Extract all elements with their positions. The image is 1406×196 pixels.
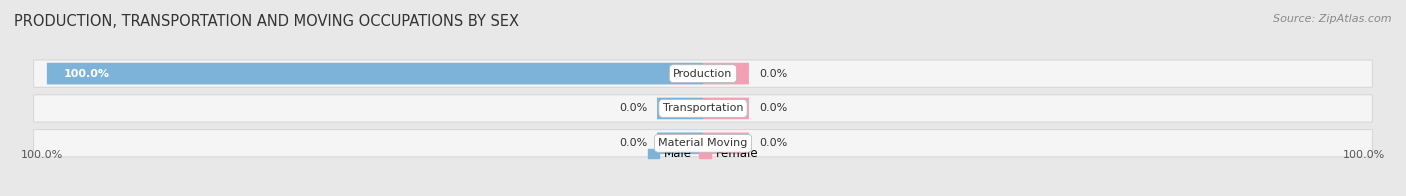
Text: 100.0%: 100.0% (63, 69, 110, 79)
Text: Transportation: Transportation (662, 103, 744, 113)
Text: 100.0%: 100.0% (21, 150, 63, 160)
FancyBboxPatch shape (657, 132, 703, 154)
Text: 0.0%: 0.0% (759, 103, 787, 113)
FancyBboxPatch shape (703, 98, 749, 119)
Text: Material Moving: Material Moving (658, 138, 748, 148)
FancyBboxPatch shape (657, 98, 703, 119)
Text: 0.0%: 0.0% (619, 103, 647, 113)
Text: Source: ZipAtlas.com: Source: ZipAtlas.com (1274, 14, 1392, 24)
FancyBboxPatch shape (34, 60, 1372, 87)
Text: 0.0%: 0.0% (759, 138, 787, 148)
FancyBboxPatch shape (703, 63, 749, 84)
FancyBboxPatch shape (34, 95, 1372, 122)
FancyBboxPatch shape (46, 63, 703, 84)
Text: Production: Production (673, 69, 733, 79)
Text: PRODUCTION, TRANSPORTATION AND MOVING OCCUPATIONS BY SEX: PRODUCTION, TRANSPORTATION AND MOVING OC… (14, 14, 519, 29)
Text: 0.0%: 0.0% (619, 138, 647, 148)
Text: 100.0%: 100.0% (1343, 150, 1385, 160)
Legend: Male, Female: Male, Female (643, 142, 763, 165)
FancyBboxPatch shape (34, 130, 1372, 157)
FancyBboxPatch shape (703, 132, 749, 154)
Text: 0.0%: 0.0% (759, 69, 787, 79)
